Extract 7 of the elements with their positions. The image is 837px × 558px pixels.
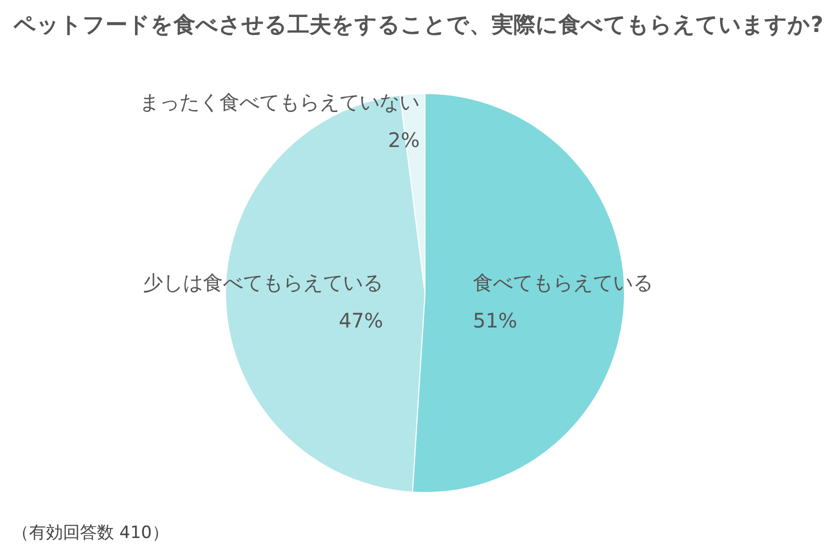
slice-label: 少しは食べてもらえている <box>143 270 384 295</box>
chart-title: ペットフードを食べさせる工夫をすることで、実際に食べてもらえていますか? <box>12 12 824 40</box>
data-label: 2% <box>388 128 420 152</box>
data-label: 51% <box>472 308 518 333</box>
data-label: 47% <box>338 308 384 333</box>
text: （有効回答数 410） <box>12 522 169 544</box>
slice-label: まったく食べてもらえていない <box>140 90 420 114</box>
